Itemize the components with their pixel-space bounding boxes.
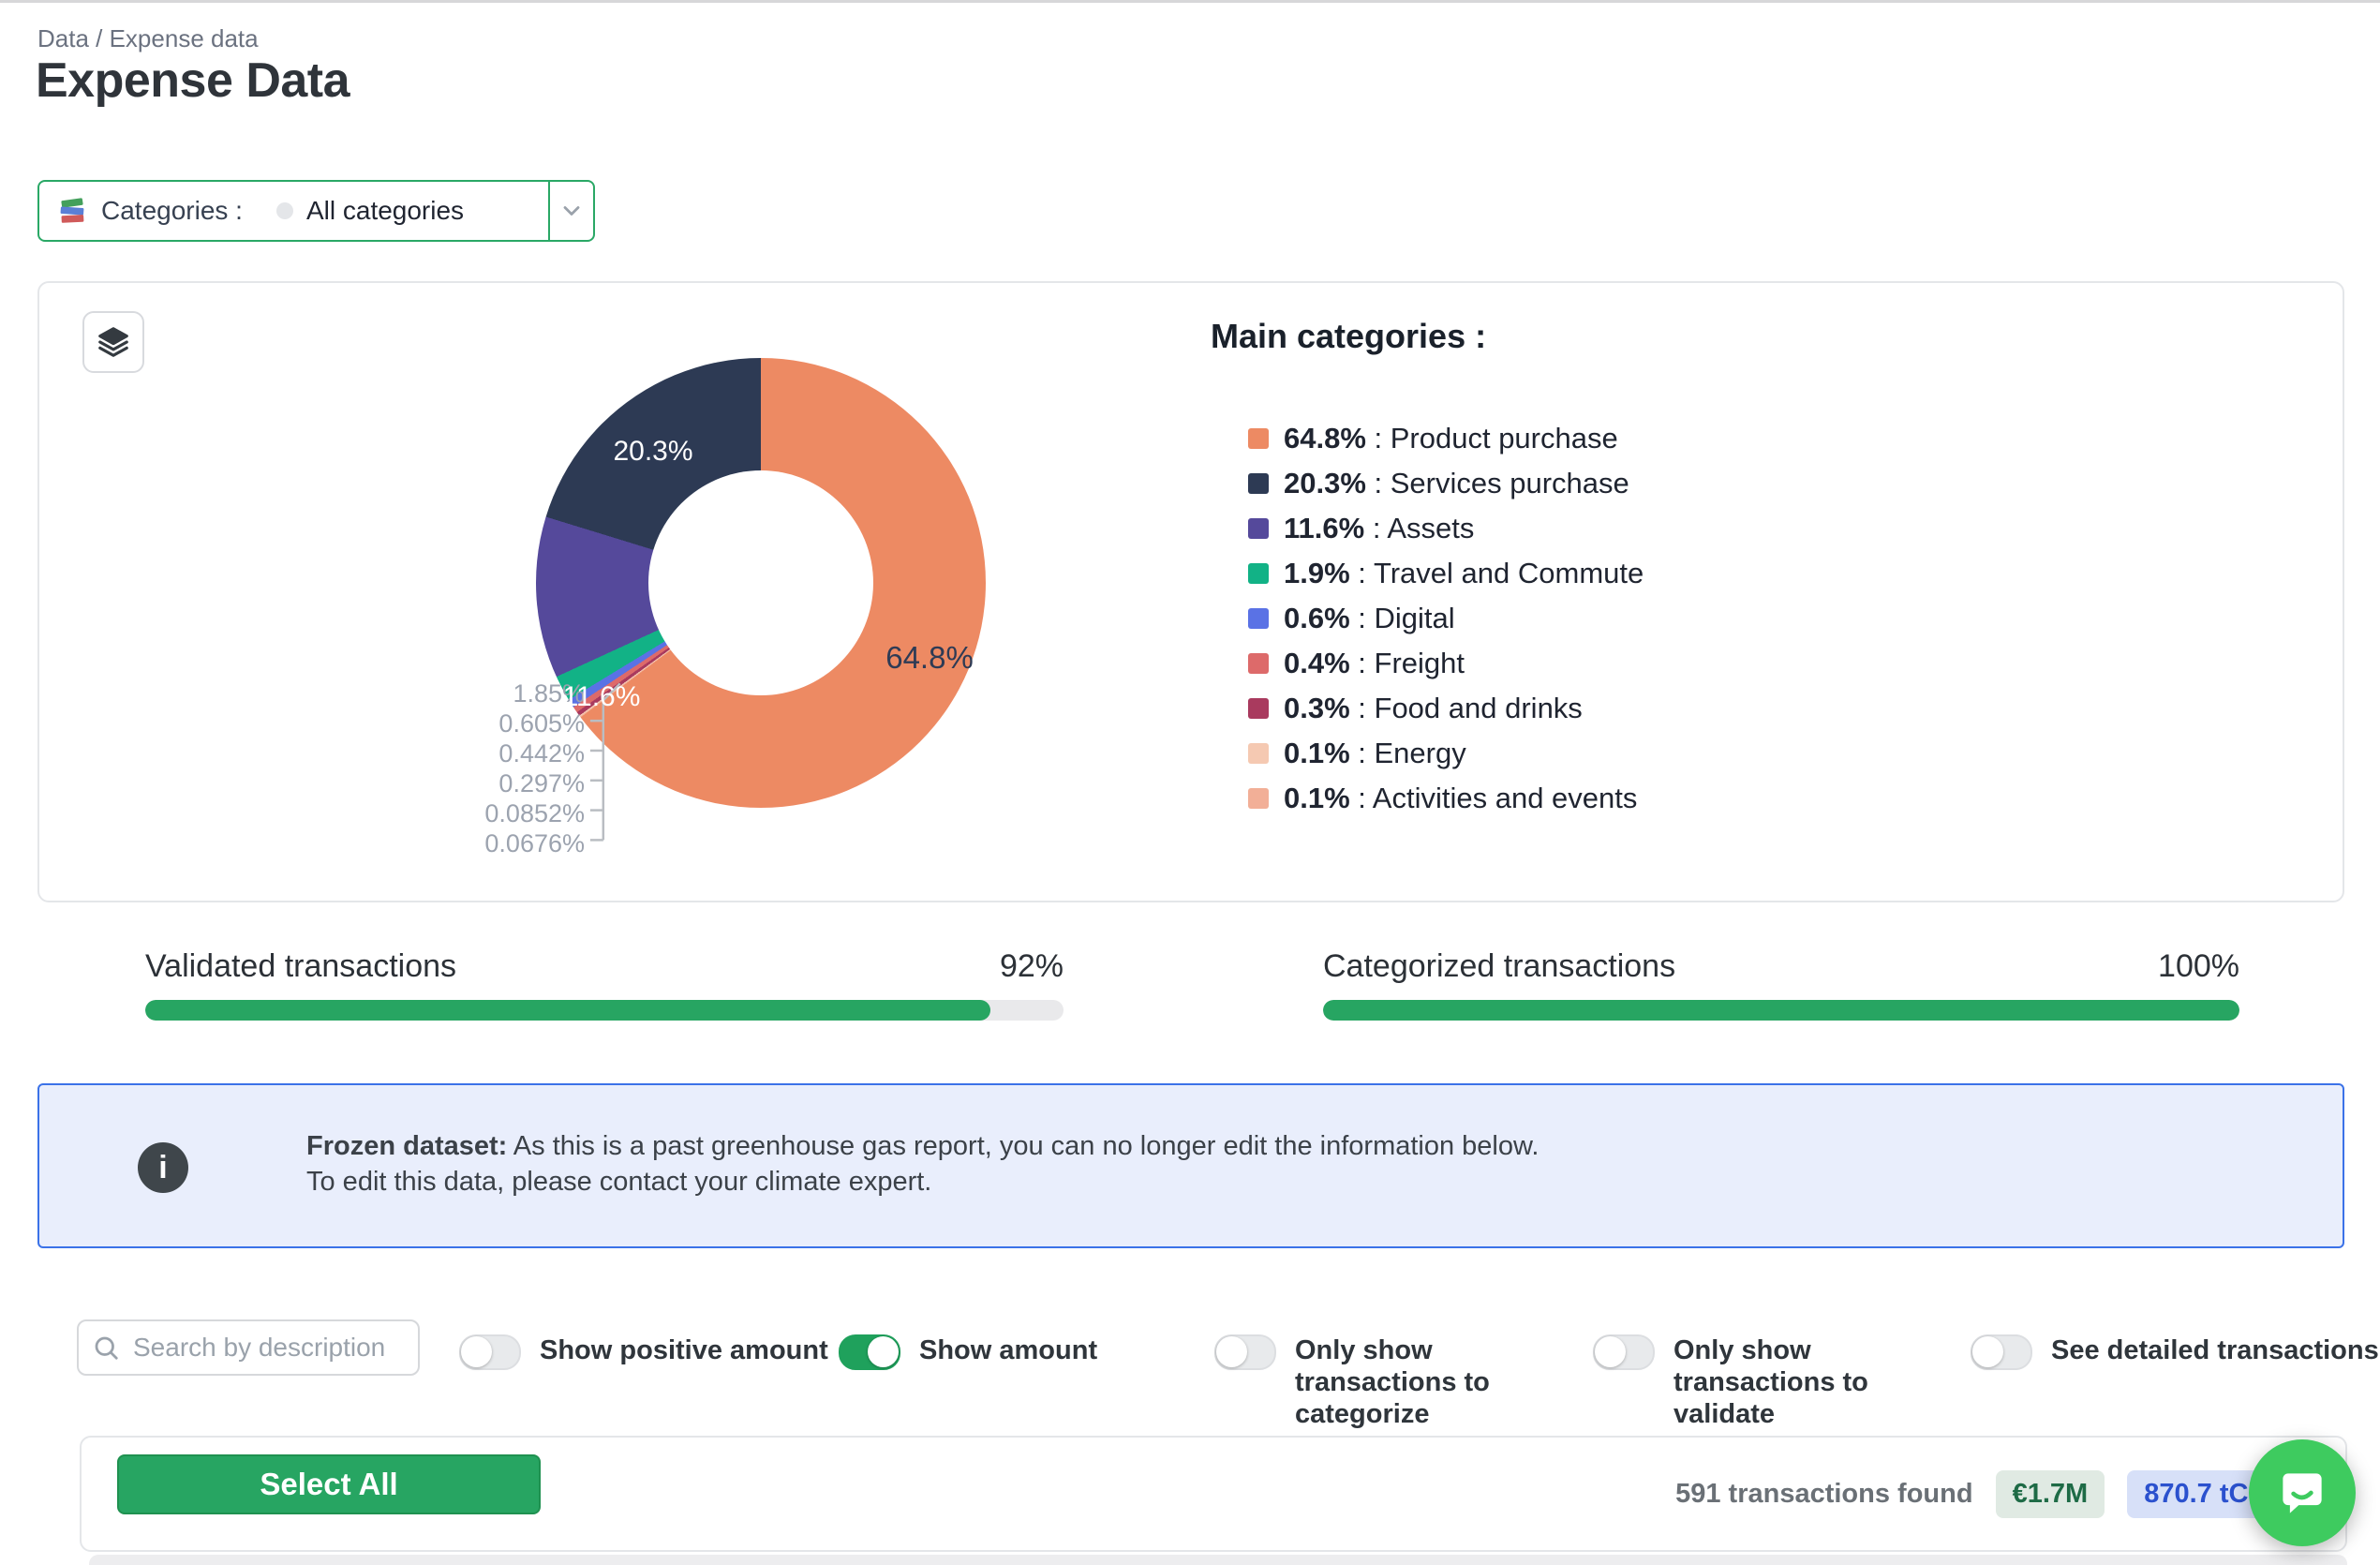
layers-icon <box>96 324 131 360</box>
legend-swatch-icon <box>1248 653 1269 674</box>
books-icon <box>56 195 88 227</box>
donut-outside-labels: 1.85% 0.605% 0.442% 0.297% 0.0852% 0.0676% <box>384 678 585 858</box>
categories-dropdown-toggle[interactable] <box>548 182 593 240</box>
legend-item: 0.1% : Energy <box>1248 731 1644 776</box>
chat-launcher-button[interactable] <box>2249 1439 2356 1546</box>
legend-item: 0.4% : Freight <box>1248 641 1644 686</box>
donut-outside-label: 0.0852% <box>484 799 585 827</box>
main-categories-chart-card: 20.3% 11.6% 64.8% 1.85% 0.605% 0.442% 0.297… <box>37 281 2344 902</box>
legend-swatch-icon <box>1248 743 1269 764</box>
progress-label: Categorized transactions <box>1323 948 1676 984</box>
donut-chart[interactable] <box>536 358 986 808</box>
search-icon <box>92 1334 120 1362</box>
chart-legend: Main categories : 64.8% : Product purcha… <box>1211 317 1644 821</box>
categories-selected-value: All categories <box>305 196 465 225</box>
toggle-label: See detailed transactions <box>2051 1335 2379 1365</box>
toggle-switch[interactable] <box>1214 1334 1276 1370</box>
top-divider <box>0 0 2380 3</box>
donut-outside-label: 0.297% <box>498 769 585 797</box>
legend-swatch-icon <box>1248 518 1269 539</box>
toggle-switch[interactable] <box>1971 1334 2032 1370</box>
frozen-dataset-banner: i Frozen dataset: As this is a past gree… <box>37 1083 2344 1248</box>
legend-item: 20.3% : Services purchase <box>1248 461 1644 506</box>
donut-outside-label: 1.85% <box>513 679 585 708</box>
progress-value: 100% <box>2158 948 2239 984</box>
page-title: Expense Data <box>36 53 350 108</box>
legend-item: 0.3% : Food and drinks <box>1248 686 1644 731</box>
legend-list: 64.8% : Product purchase 20.3% : Services… <box>1248 416 1644 821</box>
legend-swatch-icon <box>1248 473 1269 494</box>
legend-swatch-icon <box>1248 608 1269 629</box>
legend-item: 0.6% : Digital <box>1248 596 1644 641</box>
search-box[interactable] <box>77 1319 420 1376</box>
toggle-switch[interactable] <box>459 1334 521 1370</box>
legend-swatch-icon <box>1248 698 1269 719</box>
legend-item: 11.6% : Assets <box>1248 506 1644 551</box>
banner-line1: As this is a past greenhouse gas report,… <box>513 1131 1540 1161</box>
categories-dropdown-main[interactable]: Categories : All categories <box>39 182 548 240</box>
progress-track <box>145 1000 1064 1021</box>
banner-bold-text: Frozen dataset: <box>306 1131 508 1161</box>
legend-swatch-icon <box>1248 428 1269 449</box>
transactions-found-count: 591 transactions found <box>1675 1478 1973 1509</box>
results-summary: 591 transactions found €1.7M 870.7 tCO₂e <box>1675 1438 2313 1550</box>
toggle-label: Only show transactions to categorize <box>1295 1335 1490 1429</box>
donut-slice-label-assets: 11.6% <box>562 681 641 712</box>
select-all-button[interactable]: Select All <box>117 1454 541 1514</box>
banner-line2: To edit this data, please contact your c… <box>306 1167 932 1197</box>
banner-text: Frozen dataset: As this is a past greenh… <box>306 1128 1539 1200</box>
toggle-see-detailed-transactions: See detailed transactions <box>1971 1334 2379 1370</box>
legend-title: Main categories : <box>1211 317 1487 355</box>
legend-item: 0.1% : Activities and events <box>1248 776 1644 821</box>
table-header-edge <box>89 1555 2347 1565</box>
total-amount-badge: €1.7M <box>1995 1469 2105 1518</box>
toggle-switch[interactable] <box>839 1334 900 1370</box>
progress-track <box>1323 1000 2239 1021</box>
donut-outside-label: 0.605% <box>498 709 585 738</box>
progress-label: Validated transactions <box>145 948 457 984</box>
legend-item: 64.8% : Product purchase <box>1248 416 1644 461</box>
results-bar: Select All 591 transactions found €1.7M … <box>80 1436 2347 1552</box>
donut-slice-label-services: 20.3% <box>613 436 693 467</box>
donut-outside-label: 0.0676% <box>484 829 585 857</box>
toggle-label: Show positive amount <box>540 1335 828 1365</box>
category-status-dot-icon <box>275 202 293 219</box>
toggle-only-to-categorize: Only show transactions to categorize <box>1214 1334 1585 1430</box>
chat-bubble-icon <box>2274 1465 2330 1521</box>
validated-transactions-progress: Validated transactions 92% <box>145 948 1064 1021</box>
categories-label: Categories : <box>101 196 243 225</box>
toggle-show-positive-amount: Show positive amount <box>459 1334 828 1370</box>
toggle-label: Only show transactions to validate <box>1673 1335 1868 1429</box>
toggle-switch[interactable] <box>1593 1334 1655 1370</box>
chevron-down-icon <box>558 198 585 224</box>
info-icon: i <box>138 1142 188 1193</box>
progress-value: 92% <box>999 948 1064 984</box>
search-input[interactable] <box>131 1332 405 1364</box>
donut-outside-label: 0.442% <box>498 739 585 768</box>
toggle-only-to-validate: Only show transactions to validate <box>1593 1334 1964 1430</box>
legend-item: 1.9% : Travel and Commute <box>1248 551 1644 596</box>
categories-dropdown[interactable]: Categories : All categories <box>37 180 595 242</box>
toggle-label: Show amount <box>919 1335 1098 1365</box>
toggle-show-amount: Show amount <box>839 1334 1097 1370</box>
legend-swatch-icon <box>1248 563 1269 584</box>
categorized-transactions-progress: Categorized transactions 100% <box>1323 948 2239 1021</box>
chart-layers-button[interactable] <box>82 311 144 373</box>
progress-fill <box>145 1000 990 1021</box>
progress-fill <box>1323 1000 2239 1021</box>
legend-swatch-icon <box>1248 788 1269 809</box>
donut-slice-label-product: 64.8% <box>885 640 974 675</box>
breadcrumb[interactable]: Data / Expense data <box>37 24 259 52</box>
